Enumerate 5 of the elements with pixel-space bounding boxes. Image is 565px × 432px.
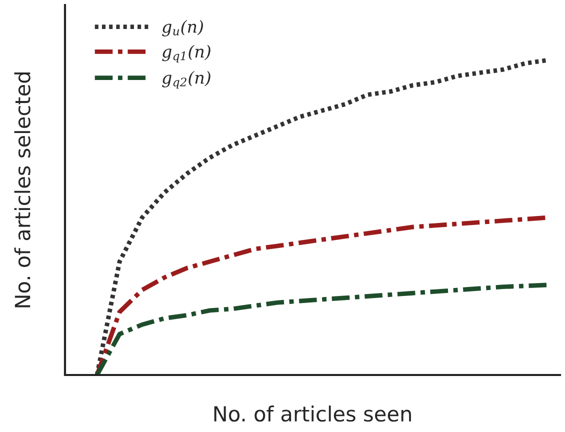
y-axis-title: No. of articles selected	[14, 72, 30, 308]
legend-label: g$_{q1}$(n)	[162, 44, 210, 63]
legend-label: g$_{q2}$(n)	[162, 71, 210, 89]
legend-label: g$_{u}$(n)	[162, 20, 203, 36]
x-axis-title: No. of articles seen	[214, 406, 411, 422]
